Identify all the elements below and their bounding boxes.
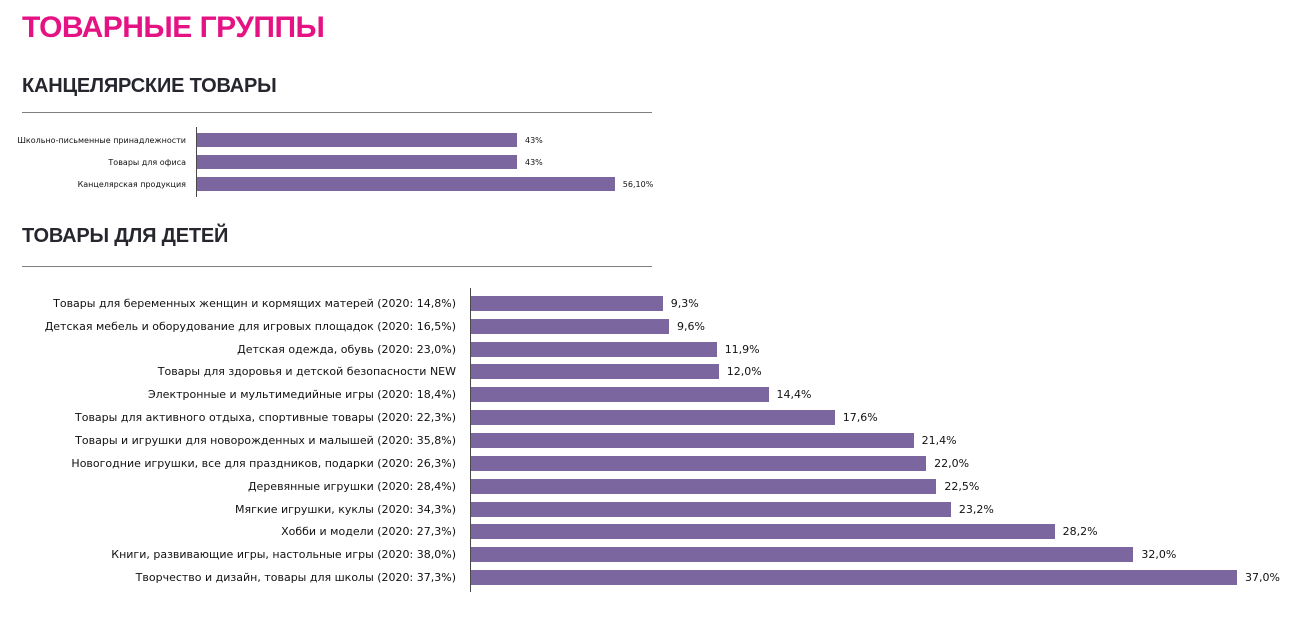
bar [470, 524, 1055, 540]
category-label: Творчество и дизайн, товары для школы (2… [135, 571, 456, 585]
bar-row: Товары для беременных женщин и кормящих … [22, 292, 1302, 315]
category-label: Товары и игрушки для новорожденных и мал… [75, 433, 456, 447]
section-title-stationery: КАНЦЕЛЯРСКИЕ ТОВАРЫ [22, 75, 277, 97]
category-label: Школьно-письменные принадлежности [17, 135, 186, 145]
bar-row: Детская мебель и оборудование для игровы… [22, 315, 1302, 338]
stationery-bar-chart: Школьно-письменные принадлежности 43% Това… [17, 127, 1282, 197]
value-label: 14,4% [776, 388, 812, 402]
category-label: Товары для офиса [108, 157, 186, 167]
value-label: 37,0% [1245, 571, 1280, 585]
bar [470, 455, 927, 471]
bar [470, 432, 914, 448]
bar-track: 11,9% [470, 341, 1302, 357]
category-label: Товары для беременных женщин и кормящих … [53, 296, 456, 310]
bar-track: 22,0% [470, 455, 1302, 471]
category-axis-line [196, 127, 197, 197]
category-label: Детская мебель и оборудование для игровы… [44, 319, 456, 333]
kids-bar-chart: Товары для беременных женщин и кормящих … [22, 288, 1302, 592]
bar-row: Новогодние игрушки, все для праздников, … [22, 452, 1302, 475]
category-label: Товары для здоровья и детской безопаснос… [157, 365, 456, 379]
bar-row: Детская одежда, обувь (2020: 23,0%) 11,9% [22, 338, 1302, 361]
value-label: 43% [525, 157, 543, 167]
value-label: 22,5% [944, 479, 980, 493]
category-label: Деревянные игрушки (2020: 28,4%) [247, 479, 456, 493]
bar [470, 387, 769, 403]
category-label: Электронные и мультимедийные игры (2020:… [147, 388, 456, 402]
category-label: Хобби и модели (2020: 27,3%) [281, 525, 456, 539]
bar [196, 155, 517, 169]
bar-row: Канцелярская продукция 56,10% [22, 173, 1282, 195]
bar [470, 364, 719, 380]
bar-track: 22,5% [470, 478, 1302, 494]
bar [470, 341, 717, 357]
bar [470, 295, 663, 311]
bar-row: Товары для здоровья и детской безопаснос… [22, 361, 1302, 384]
bar-track: 56,10% [196, 177, 1282, 191]
bar-row: Творчество и дизайн, товары для школы (2… [22, 566, 1302, 589]
bar-row: Товары для офиса 43% [22, 151, 1282, 173]
bar-row: Школьно-письменные принадлежности 43% [17, 129, 1282, 151]
bar-row: Книги, развивающие игры, настольные игры… [22, 543, 1302, 566]
value-label: 17,6% [842, 411, 878, 425]
bar [470, 547, 1134, 563]
bar-row: Мягкие игрушки, куклы (2020: 34,3%) 23,2% [22, 498, 1302, 521]
bar [470, 501, 951, 517]
bar [470, 410, 835, 426]
bar-row: Товары и игрушки для новорожденных и мал… [22, 429, 1302, 452]
bar-row: Электронные и мультимедийные игры (2020:… [22, 383, 1302, 406]
bar-row: Хобби и модели (2020: 27,3%) 28,2% [22, 520, 1302, 543]
category-label: Книги, развивающие игры, настольные игры… [111, 548, 456, 562]
section-divider [22, 266, 652, 267]
bar-track: 43% [196, 155, 1282, 169]
bar-track: 9,6% [470, 318, 1302, 334]
section-divider [22, 112, 652, 113]
value-label: 56,10% [622, 179, 654, 189]
bar-row: Товары для активного отдыха, спортивные … [22, 406, 1302, 429]
bar-track: 14,4% [470, 387, 1302, 403]
category-label: Новогодние игрушки, все для праздников, … [71, 456, 456, 470]
value-label: 9,6% [677, 319, 705, 333]
bar-track: 9,3% [470, 295, 1302, 311]
bar [470, 478, 937, 494]
value-label: 32,0% [1141, 548, 1177, 562]
bar-row: Деревянные игрушки (2020: 28,4%) 22,5% [22, 475, 1302, 498]
bar-track: 23,2% [470, 501, 1302, 517]
category-axis-line [470, 288, 471, 592]
value-label: 11,9% [724, 342, 760, 356]
bar-track: 21,4% [470, 432, 1302, 448]
bar-track: 12,0% [470, 364, 1302, 380]
value-label: 21,4% [921, 433, 957, 447]
value-label: 23,2% [958, 502, 994, 516]
section-title-kids: ТОВАРЫ ДЛЯ ДЕТЕЙ [22, 225, 229, 247]
bar-track: 28,2% [470, 524, 1302, 540]
value-label: 12,0% [726, 365, 762, 379]
value-label: 28,2% [1062, 525, 1098, 539]
bar [196, 177, 615, 191]
bar-track: 37,0% [470, 570, 1302, 586]
page-title: ТОВАРНЫЕ ГРУППЫ [22, 11, 325, 44]
bar-track: 17,6% [470, 410, 1302, 426]
category-label: Канцелярская продукция [77, 179, 186, 189]
value-label: 22,0% [934, 456, 970, 470]
value-label: 9,3% [670, 296, 699, 310]
bar [470, 318, 669, 334]
value-label: 43% [525, 135, 543, 145]
bar-track: 43% [196, 133, 1282, 147]
bar-track: 32,0% [470, 547, 1302, 563]
bar [470, 570, 1237, 586]
category-label: Детская одежда, обувь (2020: 23,0%) [237, 342, 456, 356]
category-label: Товары для активного отдыха, спортивные … [75, 411, 456, 425]
bar [196, 133, 517, 147]
category-label: Мягкие игрушки, куклы (2020: 34,3%) [235, 502, 456, 516]
